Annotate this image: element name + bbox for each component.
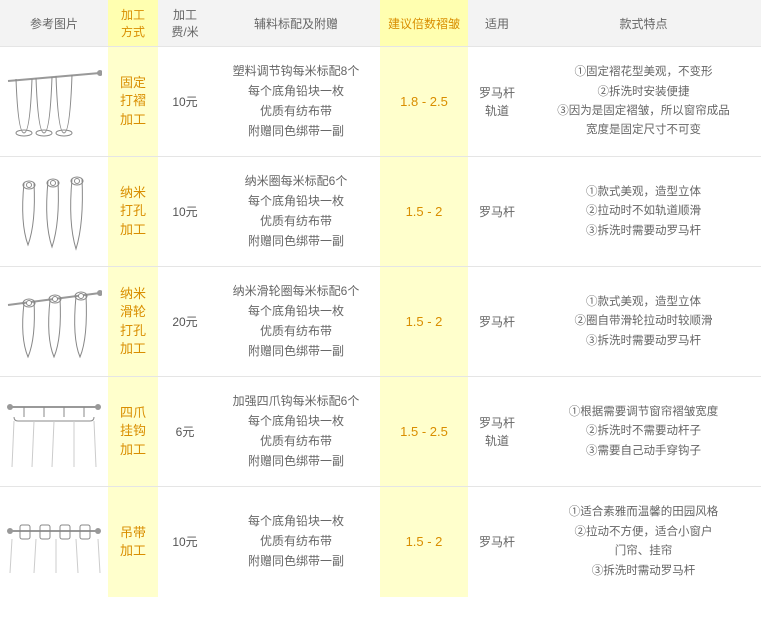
features-cell: ①款式美观，造型立体②圈自带滑轮拉动时较顺滑③拆洗时需要动罗马杆 [526, 267, 761, 377]
ref-image-cell [0, 267, 108, 377]
curtain-thumb-icon [6, 283, 102, 361]
col-header-materials: 辅料标配及附赠 [212, 0, 380, 47]
cost-cell: 10元 [158, 47, 212, 157]
col-header-process: 加工方式 [108, 0, 158, 47]
process-cell: 纳米打孔加工 [108, 157, 158, 267]
ref-image-cell [0, 157, 108, 267]
materials-cell: 塑料调节钩每米标配8个每个底角铅块一枚优质有纺布带附赠同色绑带一副 [212, 47, 380, 157]
features-cell: ①根据需要调节窗帘褶皱宽度②拆洗时不需要动杆子③需要自己动手穿钩子 [526, 377, 761, 487]
pleat-cell: 1.5 - 2 [380, 267, 468, 377]
materials-cell: 每个底角铅块一枚优质有纺布带附赠同色绑带一副 [212, 487, 380, 597]
features-cell: ①适合素雅而温馨的田园风格②拉动不方便，适合小窗户门帘、挂帘③拆洗时需动罗马杆 [526, 487, 761, 597]
pleat-cell: 1.5 - 2 [380, 157, 468, 267]
table-row: 纳米滑轮打孔加工20元纳米滑轮圈每米标配6个每个底角铅块一枚优质有纺布带附赠同色… [0, 267, 761, 377]
pleat-cell: 1.8 - 2.5 [380, 47, 468, 157]
curtain-thumb-icon [6, 503, 102, 581]
process-cell: 吊带加工 [108, 487, 158, 597]
table-row: 四爪挂钩加工6元加强四爪钩每米标配6个每个底角铅块一枚优质有纺布带附赠同色绑带一… [0, 377, 761, 487]
materials-cell: 纳米滑轮圈每米标配6个每个底角铅块一枚优质有纺布带附赠同色绑带一副 [212, 267, 380, 377]
applicable-cell: 罗马杆轨道 [468, 377, 526, 487]
cost-cell: 10元 [158, 487, 212, 597]
table-row: 固定打褶加工10元塑料调节钩每米标配8个每个底角铅块一枚优质有纺布带附赠同色绑带… [0, 47, 761, 157]
curtain-thumb-icon [6, 393, 102, 471]
applicable-cell: 罗马杆轨道 [468, 47, 526, 157]
col-header-features: 款式特点 [526, 0, 761, 47]
curtain-thumb-icon [6, 63, 102, 141]
pleat-cell: 1.5 - 2 [380, 487, 468, 597]
table-body: 固定打褶加工10元塑料调节钩每米标配8个每个底角铅块一枚优质有纺布带附赠同色绑带… [0, 47, 761, 597]
pleat-cell: 1.5 - 2.5 [380, 377, 468, 487]
process-cell: 四爪挂钩加工 [108, 377, 158, 487]
ref-image-cell [0, 377, 108, 487]
process-cell: 固定打褶加工 [108, 47, 158, 157]
data-table: 参考图片加工方式加工费/米辅料标配及附赠建议倍数褶皱适用款式特点 固定打褶加工1… [0, 0, 761, 597]
features-cell: ①款式美观，造型立体②拉动时不如轨道顺滑③拆洗时需要动罗马杆 [526, 157, 761, 267]
table-row: 吊带加工10元每个底角铅块一枚优质有纺布带附赠同色绑带一副1.5 - 2罗马杆①… [0, 487, 761, 597]
applicable-cell: 罗马杆 [468, 487, 526, 597]
col-header-cost: 加工费/米 [158, 0, 212, 47]
ref-image-cell [0, 487, 108, 597]
features-cell: ①固定褶花型美观，不变形②拆洗时安装便捷③因为是固定褶皱，所以窗帘成品宽度是固定… [526, 47, 761, 157]
materials-cell: 纳米圈每米标配6个每个底角铅块一枚优质有纺布带附赠同色绑带一副 [212, 157, 380, 267]
applicable-cell: 罗马杆 [468, 267, 526, 377]
ref-image-cell [0, 47, 108, 157]
col-header-image: 参考图片 [0, 0, 108, 47]
cost-cell: 6元 [158, 377, 212, 487]
table-header: 参考图片加工方式加工费/米辅料标配及附赠建议倍数褶皱适用款式特点 [0, 0, 761, 47]
cost-cell: 20元 [158, 267, 212, 377]
materials-cell: 加强四爪钩每米标配6个每个底角铅块一枚优质有纺布带附赠同色绑带一副 [212, 377, 380, 487]
curtain-processing-table: 参考图片加工方式加工费/米辅料标配及附赠建议倍数褶皱适用款式特点 固定打褶加工1… [0, 0, 761, 597]
cost-cell: 10元 [158, 157, 212, 267]
curtain-thumb-icon [6, 173, 102, 251]
col-header-pleat: 建议倍数褶皱 [380, 0, 468, 47]
applicable-cell: 罗马杆 [468, 157, 526, 267]
col-header-applicable: 适用 [468, 0, 526, 47]
process-cell: 纳米滑轮打孔加工 [108, 267, 158, 377]
table-row: 纳米打孔加工10元纳米圈每米标配6个每个底角铅块一枚优质有纺布带附赠同色绑带一副… [0, 157, 761, 267]
